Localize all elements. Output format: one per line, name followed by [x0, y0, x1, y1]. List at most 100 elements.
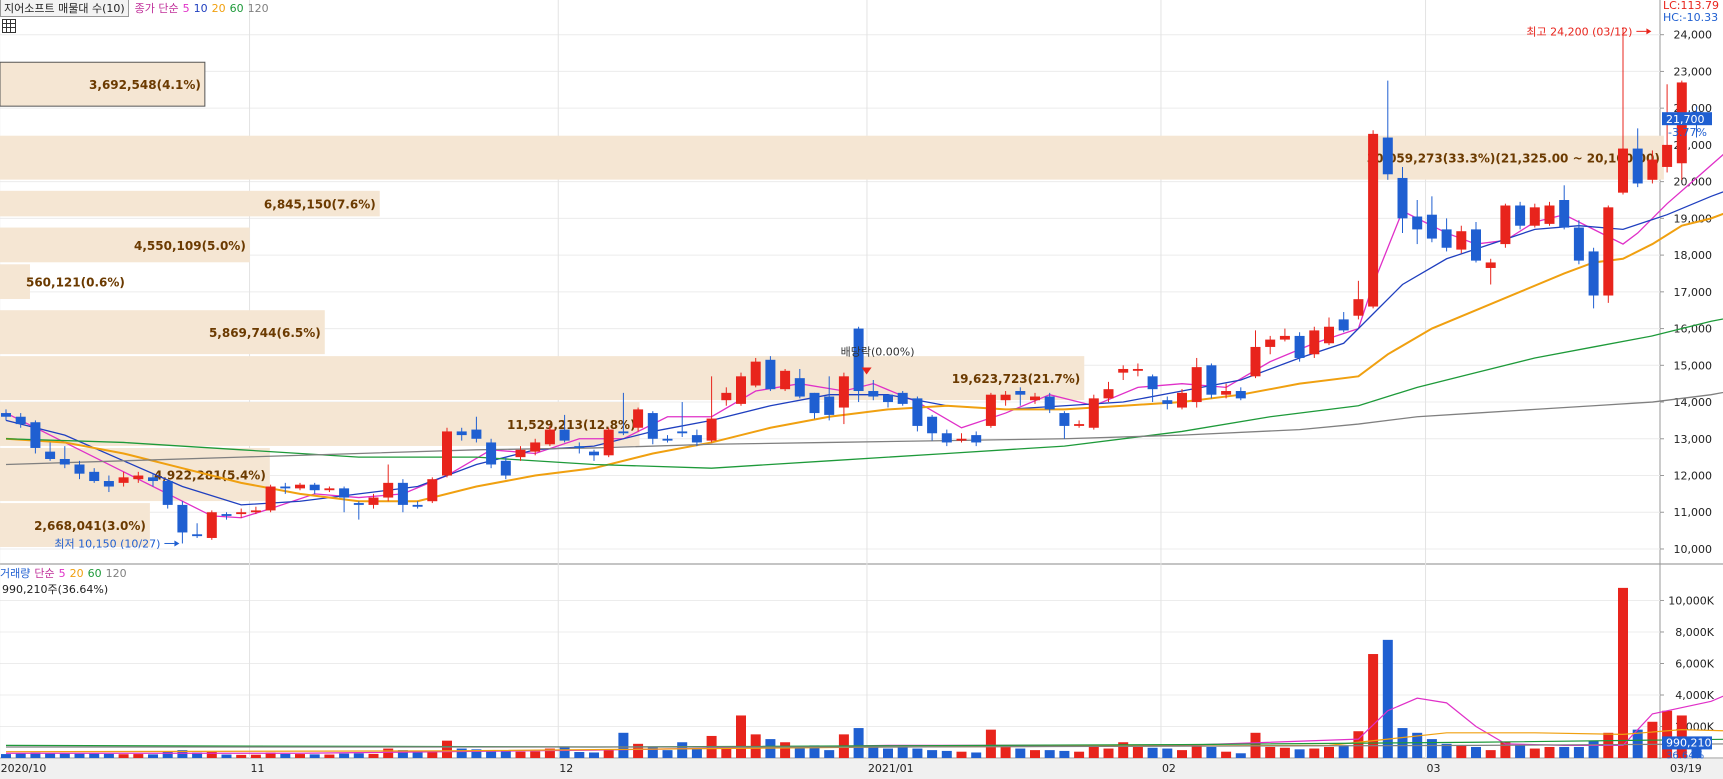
volume-bar [1382, 639, 1393, 758]
candle-body [1559, 200, 1570, 228]
volume-bar [809, 745, 820, 758]
candle-body [1294, 335, 1305, 358]
candle-body [912, 398, 923, 426]
candle-body [1000, 394, 1011, 401]
volume-bar [1191, 745, 1202, 758]
volume-bar [589, 752, 599, 758]
volume-bar [1309, 748, 1320, 758]
current-volume-pct: 36.64% [1666, 750, 1704, 761]
candle-body [1074, 424, 1085, 426]
candle-body [103, 481, 114, 487]
table-icon[interactable] [2, 19, 16, 33]
volume-bar [721, 748, 732, 758]
candle-body [1103, 389, 1114, 399]
candle-body [1015, 391, 1026, 395]
volume-ma120-line [6, 743, 1723, 748]
volume-profile-bar [0, 402, 640, 446]
volume-bar [1441, 743, 1452, 758]
volume-bar [1221, 751, 1232, 758]
volume-profile-label: 3,692,548(4.1%) [89, 78, 201, 92]
candle-body [1206, 365, 1217, 395]
volume-bar [309, 754, 320, 758]
volume-bar [1294, 749, 1305, 758]
volume-profile-bar [0, 503, 150, 547]
volume-bar [662, 750, 673, 758]
volume-bar [1, 754, 11, 758]
hc-value: HC:-10.33 [1662, 11, 1719, 24]
high-arrow-head [1646, 28, 1652, 35]
candle-body [1250, 346, 1261, 377]
candle-body [618, 431, 629, 434]
volume-bar [15, 753, 26, 758]
volume-bar [883, 748, 893, 758]
volume-bar [133, 754, 144, 758]
volume-bar [824, 750, 835, 758]
volume-bar [1691, 742, 1702, 758]
candle-body [824, 396, 835, 415]
ma5-legend: 5 [182, 1, 190, 15]
volume-bar [559, 746, 570, 758]
candle-body [868, 391, 879, 397]
candle-body [295, 484, 305, 489]
volume-bar [530, 751, 541, 758]
chart-title[interactable]: 지어소프트 매물대 수(10) [0, 0, 129, 17]
price-tick-label: 18,000 [1674, 249, 1713, 262]
volume-bar [897, 746, 908, 758]
candle-body [59, 458, 70, 465]
candle-body [1309, 330, 1320, 355]
price-tick-label: 12,000 [1674, 470, 1713, 483]
date-tick-label: 03 [1427, 762, 1441, 775]
volume-bar [353, 753, 364, 758]
lc-hc-info: LC:113.79 HC:-10.33 [1663, 0, 1719, 24]
price-tick-label: 19,000 [1674, 212, 1713, 225]
vol-ma5-legend: 5 [58, 566, 66, 580]
volume-bar [794, 746, 805, 758]
candle-body [368, 497, 379, 505]
candle-body [677, 431, 688, 434]
date-axis-bg [0, 759, 1723, 779]
volume-bar [103, 753, 114, 758]
volume-bar [1059, 750, 1070, 758]
candle-body [1118, 368, 1129, 373]
ma-legend-prefix: 종가 단순 [134, 2, 179, 15]
ma120-legend: 120 [247, 1, 269, 15]
date-tick-label: 11 [251, 762, 265, 775]
volume-bar [1118, 742, 1129, 758]
volume-bar [486, 750, 497, 758]
candle-body [1191, 367, 1202, 403]
candle-body [412, 504, 423, 507]
date-tick-label: 2021/01 [868, 762, 914, 775]
candle-body [765, 359, 776, 390]
last-date-label: 03/19 [1670, 762, 1702, 775]
candle-body [1221, 391, 1232, 395]
volume-bar [1559, 746, 1570, 758]
high-annotation: 최고 24,200 (03/12) [1526, 25, 1632, 38]
volume-bar [1324, 746, 1334, 758]
volume-bar [941, 750, 952, 758]
candle-body [603, 429, 614, 456]
volume-bar [1573, 746, 1584, 758]
volume-bar [633, 743, 644, 758]
volume-bar [927, 750, 938, 758]
volume-bar [324, 754, 335, 758]
volume-bar [1485, 750, 1496, 758]
volume-profile-label: 4,550,109(5.0%) [134, 239, 246, 253]
chart-header: 지어소프트 매물대 수(10) 종가 단순 5 10 20 60 120 [0, 0, 273, 17]
candle-body [1368, 133, 1379, 307]
candle-body [1500, 205, 1511, 245]
volume-bar [1088, 746, 1099, 758]
volume-profile-bar [0, 190, 380, 217]
candle-body [383, 482, 394, 498]
volume-profile-label: 560,121(0.6%) [26, 276, 125, 290]
candle-body [500, 460, 511, 476]
candle-body [236, 512, 247, 515]
candle-body [721, 392, 732, 401]
candle-body [1353, 299, 1364, 316]
candle-body [1471, 229, 1481, 261]
price-tick-label: 24,000 [1674, 29, 1713, 42]
volume-bar [971, 752, 982, 758]
volume-bar [603, 750, 614, 758]
volume-current: 990,210주(36.64%) [2, 583, 109, 596]
volume-bar [1588, 740, 1599, 758]
